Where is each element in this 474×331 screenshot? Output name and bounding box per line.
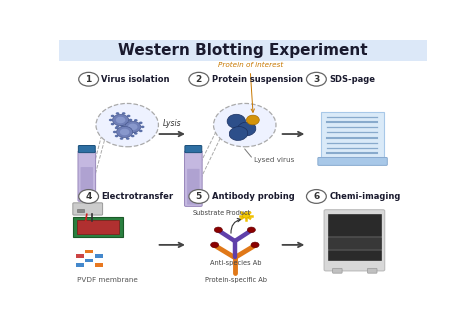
Circle shape: [123, 121, 127, 124]
FancyBboxPatch shape: [328, 237, 381, 249]
FancyBboxPatch shape: [324, 210, 385, 271]
Circle shape: [120, 129, 129, 135]
FancyBboxPatch shape: [328, 250, 381, 260]
Text: Protein-specific Ab: Protein-specific Ab: [205, 277, 266, 283]
Bar: [85, 259, 93, 262]
Circle shape: [133, 131, 137, 133]
Circle shape: [115, 135, 118, 137]
Circle shape: [127, 115, 130, 117]
Ellipse shape: [229, 126, 248, 141]
Circle shape: [111, 115, 114, 117]
Circle shape: [128, 119, 132, 121]
Text: Antibody probing: Antibody probing: [212, 192, 294, 201]
FancyBboxPatch shape: [185, 146, 202, 153]
Text: 2: 2: [196, 75, 202, 84]
FancyBboxPatch shape: [184, 151, 202, 207]
Circle shape: [96, 103, 158, 147]
Ellipse shape: [227, 114, 246, 128]
Circle shape: [113, 131, 117, 133]
Bar: [76, 263, 84, 267]
FancyBboxPatch shape: [321, 112, 383, 160]
Circle shape: [213, 103, 276, 147]
Text: Lysed virus: Lysed virus: [254, 157, 294, 163]
Circle shape: [116, 112, 119, 115]
Circle shape: [79, 190, 99, 203]
Circle shape: [189, 190, 209, 203]
FancyBboxPatch shape: [78, 151, 96, 201]
Circle shape: [123, 130, 127, 132]
Circle shape: [122, 112, 126, 115]
FancyBboxPatch shape: [78, 146, 95, 153]
Text: Protein of interest: Protein of interest: [218, 62, 283, 68]
Circle shape: [307, 190, 326, 203]
FancyBboxPatch shape: [73, 203, 102, 215]
Circle shape: [307, 72, 326, 86]
Text: Substrate: Substrate: [193, 210, 225, 216]
FancyBboxPatch shape: [59, 40, 427, 61]
Circle shape: [141, 125, 145, 128]
Ellipse shape: [246, 115, 259, 125]
FancyBboxPatch shape: [328, 214, 381, 236]
Circle shape: [79, 72, 99, 86]
Circle shape: [112, 115, 128, 125]
FancyBboxPatch shape: [73, 217, 123, 237]
Circle shape: [111, 123, 114, 125]
Circle shape: [189, 72, 209, 86]
Circle shape: [126, 137, 129, 140]
Circle shape: [131, 127, 135, 129]
Circle shape: [127, 123, 130, 125]
Text: PVDF membrane: PVDF membrane: [77, 277, 137, 283]
Text: Product: Product: [226, 210, 251, 216]
Circle shape: [117, 126, 133, 138]
Text: Virus isolation: Virus isolation: [101, 75, 170, 84]
Circle shape: [126, 124, 129, 127]
Circle shape: [251, 242, 259, 248]
Text: Protein suspension: Protein suspension: [212, 75, 303, 84]
Text: 5: 5: [196, 192, 202, 201]
Text: Chemi-imaging: Chemi-imaging: [329, 192, 401, 201]
Ellipse shape: [237, 122, 256, 136]
FancyBboxPatch shape: [77, 220, 119, 234]
Circle shape: [120, 137, 123, 140]
Circle shape: [247, 227, 255, 233]
Circle shape: [109, 119, 112, 121]
Text: SDS-page: SDS-page: [329, 75, 375, 84]
FancyBboxPatch shape: [333, 268, 342, 273]
FancyBboxPatch shape: [76, 209, 84, 212]
Circle shape: [242, 213, 249, 218]
Circle shape: [128, 132, 131, 135]
Circle shape: [120, 124, 123, 127]
Text: Electrotransfer: Electrotransfer: [101, 192, 173, 201]
Circle shape: [125, 121, 141, 132]
Text: Western Blotting Experiment: Western Blotting Experiment: [118, 43, 368, 58]
Circle shape: [210, 242, 219, 248]
Circle shape: [214, 227, 222, 233]
Text: Anti-species Ab: Anti-species Ab: [210, 260, 261, 266]
Circle shape: [122, 125, 126, 128]
Circle shape: [121, 125, 125, 128]
Circle shape: [134, 132, 137, 135]
Text: 1: 1: [85, 75, 92, 84]
Circle shape: [128, 123, 137, 130]
Circle shape: [139, 130, 143, 132]
Circle shape: [128, 119, 131, 121]
Bar: [95, 263, 103, 267]
Circle shape: [134, 119, 137, 121]
FancyBboxPatch shape: [81, 167, 93, 200]
Bar: [95, 254, 103, 258]
Bar: [76, 254, 84, 258]
Text: Lysis: Lysis: [163, 118, 182, 128]
Circle shape: [115, 127, 118, 129]
Text: 3: 3: [313, 75, 319, 84]
Bar: [85, 250, 93, 253]
FancyBboxPatch shape: [367, 268, 377, 273]
FancyBboxPatch shape: [318, 158, 387, 166]
Circle shape: [116, 125, 119, 128]
Circle shape: [139, 121, 143, 124]
Circle shape: [116, 117, 125, 123]
FancyBboxPatch shape: [187, 169, 200, 205]
Text: 6: 6: [313, 192, 319, 201]
Text: 4: 4: [85, 192, 92, 201]
Circle shape: [131, 135, 135, 137]
